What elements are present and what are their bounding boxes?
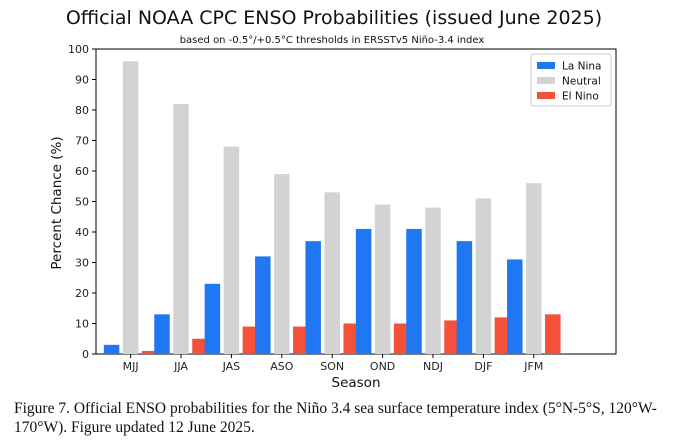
x-tick-label: OND	[370, 360, 395, 373]
x-tick-label: SON	[320, 360, 344, 373]
y-tick-label: 40	[75, 226, 89, 239]
x-tick-label: NDJ	[423, 360, 443, 373]
bar-la-nina-djf	[456, 241, 473, 354]
bar-el-nino-mjj	[141, 350, 158, 354]
y-tick-label: 10	[75, 318, 89, 331]
x-tick-label: ASO	[270, 360, 294, 373]
bar-el-nino-aso	[293, 326, 309, 354]
bar-neutral-ond	[374, 204, 391, 354]
y-tick-label: 0	[82, 348, 89, 361]
bar-la-nina-aso	[255, 256, 271, 354]
bar-la-nina-ond	[355, 228, 372, 354]
plot-area: 0 10 20 30 40 50 60 70 80 90 100 MJJ JJA JAS ASO SON OND…	[68, 43, 617, 373]
bar-neutral-jja	[173, 103, 189, 355]
y-tick-label: 70	[75, 135, 89, 148]
x-tick-label: JFM	[523, 360, 543, 373]
bar-la-nina-jfm	[507, 259, 523, 354]
bar-el-nino-jas	[242, 326, 259, 354]
chart-title: Official NOAA CPC ENSO Probabilities (is…	[66, 7, 602, 29]
bar-neutral-ndj	[425, 207, 441, 354]
bar-la-nina-mjj	[103, 344, 120, 354]
bar-neutral-mjj	[122, 61, 139, 354]
y-tick-label: 90	[75, 74, 89, 87]
legend-swatch-el-nino	[537, 92, 555, 99]
y-tick-label: 60	[75, 165, 89, 178]
bar-neutral-djf	[475, 198, 492, 354]
legend-label-la-nina: La Nina	[562, 61, 601, 73]
bar-neutral-aso	[274, 174, 290, 354]
legend: La Nina Neutral El Nino	[530, 53, 612, 107]
legend-swatch-neutral	[537, 77, 555, 84]
bar-el-nino-ndj	[444, 320, 460, 354]
x-tick-label: MJJ	[123, 360, 139, 373]
bar-neutral-jas	[223, 146, 240, 354]
x-tick-label: JAS	[222, 360, 241, 373]
figure-caption: Figure 7. Official ENSO probabilities fo…	[14, 400, 657, 436]
legend-label-el-nino: El Nino	[562, 91, 599, 103]
x-tick-label: JJA	[173, 360, 188, 373]
bar-neutral-jfm	[526, 183, 542, 354]
bar-el-nino-ond	[393, 323, 410, 354]
bar-la-nina-jja	[154, 314, 170, 354]
chart-subtitle: based on -0.5°/+0.5°C thresholds in ERSS…	[180, 35, 485, 46]
y-tick-label: 100	[68, 43, 89, 56]
bar-la-nina-son	[305, 241, 321, 354]
bar-el-nino-jfm	[545, 314, 561, 354]
bar-neutral-son	[324, 192, 340, 354]
y-tick-label: 30	[75, 257, 89, 270]
bar-la-nina-ndj	[406, 228, 422, 354]
y-tick-label: 20	[75, 287, 89, 300]
legend-label-neutral: Neutral	[562, 76, 601, 88]
y-tick-label: 50	[75, 196, 89, 209]
y-tick-label: 80	[75, 104, 89, 117]
enso-probability-chart: Official NOAA CPC ENSO Probabilities (is…	[49, 7, 617, 391]
x-tick-label: DJF	[474, 360, 492, 373]
x-axis-label: Season	[332, 375, 381, 391]
bar-el-nino-djf	[494, 317, 511, 354]
legend-swatch-la-nina	[537, 62, 555, 69]
bar-el-nino-jja	[192, 338, 208, 354]
bar-el-nino-son	[343, 323, 359, 354]
bar-la-nina-jas	[204, 283, 221, 354]
y-axis-label: Percent Chance (%)	[49, 136, 65, 269]
